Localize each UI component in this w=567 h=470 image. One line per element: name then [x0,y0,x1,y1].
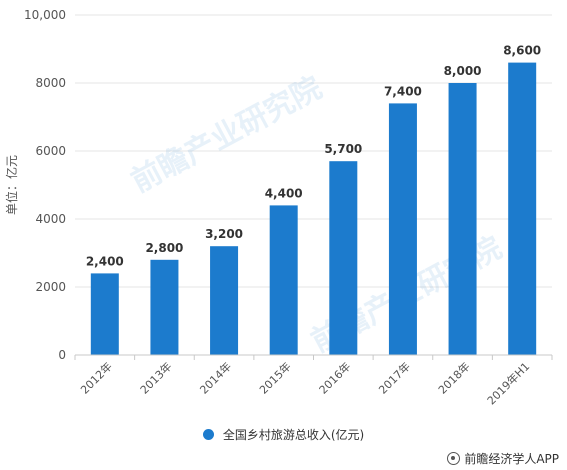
data-label: 4,400 [265,186,303,200]
data-label: 5,700 [324,142,362,156]
data-label: 2,400 [86,254,124,268]
bar [448,83,477,355]
y-tick-label: 6000 [35,144,66,158]
y-tick-label: 4000 [35,212,66,226]
y-axis-title: 单位：亿元 [4,155,19,215]
value-labels: 2,400 2,800 3,200 4,400 5,700 7,400 8,000 8,600 [86,44,541,269]
x-tick-label: 2018年 [435,359,472,396]
bar [388,103,417,356]
bar [210,246,239,355]
x-tick-label: 2014年 [197,359,234,396]
footer-text: 前瞻经济学人APP [464,452,559,466]
x-tick-label: 2013年 [137,359,174,396]
x-tick-label: 2015年 [256,359,293,396]
x-tick-label: 2019年H1 [484,359,532,407]
bar [269,205,298,355]
logo-icon [447,452,461,465]
x-tick-label: 2012年 [77,359,114,396]
bars [90,62,537,356]
legend-marker-icon [202,429,214,440]
legend[interactable]: 全国乡村旅游总收入(亿元) [0,426,567,443]
footer: 前瞻经济学人APP [447,450,559,467]
data-label: 3,200 [205,227,243,241]
legend-label: 全国乡村旅游总收入(亿元) [222,428,365,442]
bar [150,259,179,355]
x-tick-label: 2016年 [316,359,353,396]
bar [90,273,119,355]
y-tick-label: 2000 [35,280,66,294]
y-tick-label: 8000 [35,76,66,90]
data-label: 8,000 [444,64,482,78]
x-tick-label: 2017年 [376,359,413,396]
bar [508,62,537,355]
data-label: 8,600 [503,44,541,58]
data-label: 2,800 [145,241,183,255]
data-label: 7,400 [384,84,422,98]
y-tick-label: 10,000 [24,8,66,22]
y-tick-label: 0 [58,348,66,362]
bar [329,161,358,355]
